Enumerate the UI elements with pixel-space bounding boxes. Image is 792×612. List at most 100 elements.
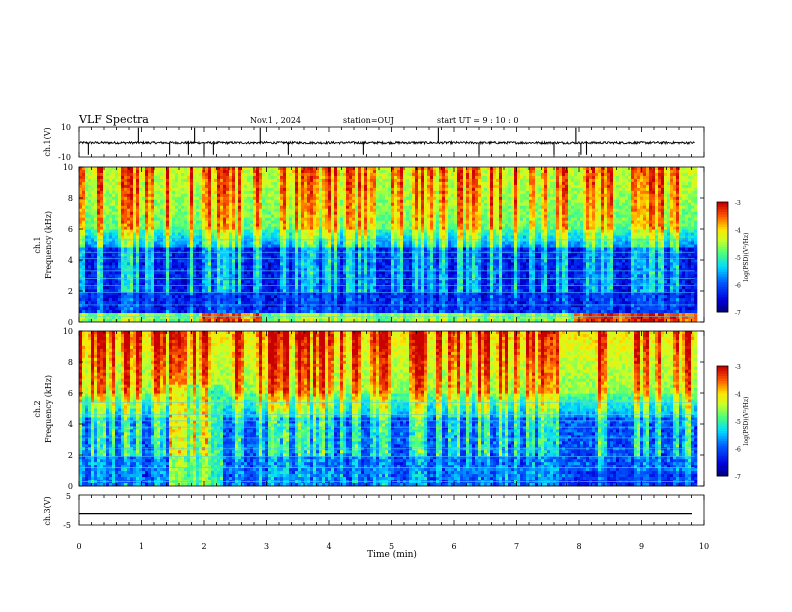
spectrogram-cell — [325, 265, 329, 269]
spectrogram-cell — [154, 167, 158, 171]
spectrogram-cell — [142, 304, 146, 308]
spectrogram-cell — [214, 220, 218, 225]
spectrogram-cell — [121, 235, 125, 239]
spectrogram-cell — [82, 241, 86, 245]
spectrogram-cell — [205, 307, 209, 311]
spectrogram-cell — [352, 277, 356, 281]
spectrogram-cell — [79, 175, 83, 180]
spectrogram-cell — [175, 229, 179, 233]
spectrogram-cell — [325, 169, 329, 174]
spectrogram-cell — [172, 220, 176, 225]
spectrogram-cell — [106, 280, 110, 284]
spectrogram-cell — [334, 310, 338, 314]
spectrogram-cell — [265, 244, 269, 248]
spectrogram-cell — [103, 259, 107, 263]
spectrogram-cell — [127, 292, 131, 296]
spectrogram-cell — [109, 283, 113, 287]
spectrogram-cell — [265, 187, 269, 192]
spectrogram-cell — [247, 289, 251, 293]
spectrogram-cell — [349, 172, 353, 177]
spectrogram-cell — [226, 223, 230, 228]
spectrogram-cell — [232, 274, 236, 278]
spectrogram-cell — [85, 316, 89, 320]
spectrogram-cell — [145, 175, 149, 180]
spectrogram-cell — [247, 295, 251, 299]
spectrogram-cell — [274, 172, 278, 177]
spectrogram-cell — [91, 235, 95, 239]
spectrogram-cell — [307, 304, 311, 308]
spectrogram-cell — [271, 232, 275, 236]
spectrogram-cell — [82, 274, 86, 278]
spectrogram-cell — [322, 226, 326, 230]
spectrogram-cell — [355, 223, 359, 228]
spectrogram-cell — [88, 244, 92, 248]
spectrogram-cell — [253, 265, 257, 269]
spectrogram-cell — [295, 259, 299, 263]
spectrogram-cell — [82, 208, 86, 213]
spectrogram-cell — [241, 193, 245, 198]
spectrogram-cell — [244, 319, 248, 323]
spectrogram-cell — [355, 181, 359, 186]
spectrogram-cell — [214, 199, 218, 204]
spectrogram-cell — [256, 289, 260, 293]
spectrogram-cell — [217, 271, 221, 275]
spectrogram-cell — [109, 298, 113, 302]
spectrogram-cell — [226, 298, 230, 302]
spectrogram-cell — [274, 193, 278, 198]
spectrogram-cell — [202, 175, 206, 180]
spectrogram-cell — [292, 211, 296, 216]
spectrogram-cell — [196, 307, 200, 311]
ch1-waveform-trace — [78, 139, 695, 146]
spectrogram-cell — [130, 208, 134, 213]
spectrogram-cell — [133, 280, 137, 284]
spectrogram-cell — [343, 271, 347, 275]
spectrogram-cell — [211, 301, 215, 305]
spectrogram-cell — [304, 235, 308, 239]
spectrogram-cell — [148, 259, 152, 263]
spectrogram-cell — [343, 313, 347, 317]
spectrogram-cell — [112, 307, 116, 311]
spectrogram-cell — [334, 274, 338, 278]
spectrogram-cell — [289, 235, 293, 239]
spectrogram-cell — [142, 202, 146, 207]
spectrogram-cell — [121, 316, 125, 320]
spectrogram-cell — [361, 167, 365, 171]
spectrogram-cell — [157, 187, 161, 192]
spectrogram-cell — [322, 307, 326, 311]
spectrogram-cell — [355, 208, 359, 213]
spectrogram-cell — [250, 304, 254, 308]
spectrogram-cell — [238, 307, 242, 311]
spectrogram-cell — [127, 169, 131, 174]
spectrogram-cell — [217, 301, 221, 305]
spectrogram-cell — [286, 187, 290, 192]
spectrogram-cell — [349, 226, 353, 230]
spectrogram-cell — [97, 271, 101, 275]
spectrogram-cell — [88, 286, 92, 290]
spectrogram-cell — [175, 283, 179, 287]
spectrogram-cell — [334, 178, 338, 183]
spectrogram-cell — [220, 196, 224, 201]
spectrogram-cell — [334, 247, 338, 251]
spectrogram-cell — [334, 283, 338, 287]
spectrogram-cell — [220, 316, 224, 320]
spectrogram-cell — [106, 271, 110, 275]
spectrogram-cell — [304, 286, 308, 290]
spectrogram-cell — [199, 247, 203, 251]
spectrogram-cell — [259, 202, 263, 207]
spectrogram-cell — [157, 208, 161, 213]
spectrogram-cell — [184, 208, 188, 213]
spectrogram-cell — [106, 223, 110, 228]
spectrogram-cell — [238, 280, 242, 284]
spectrogram-cell — [292, 169, 296, 174]
spectrogram-cell — [208, 169, 212, 174]
spectrogram-cell — [304, 205, 308, 210]
spectrogram-cell — [160, 271, 164, 275]
spectrogram-cell — [304, 178, 308, 183]
spectrogram-cell — [220, 247, 224, 251]
spectrogram-cell — [175, 214, 179, 219]
spectrogram-cell — [298, 280, 302, 284]
spectrogram-cell — [169, 238, 173, 242]
spectrogram-cell — [163, 241, 167, 245]
spectrogram-cell — [313, 244, 317, 248]
spectrogram-cell — [130, 310, 134, 314]
